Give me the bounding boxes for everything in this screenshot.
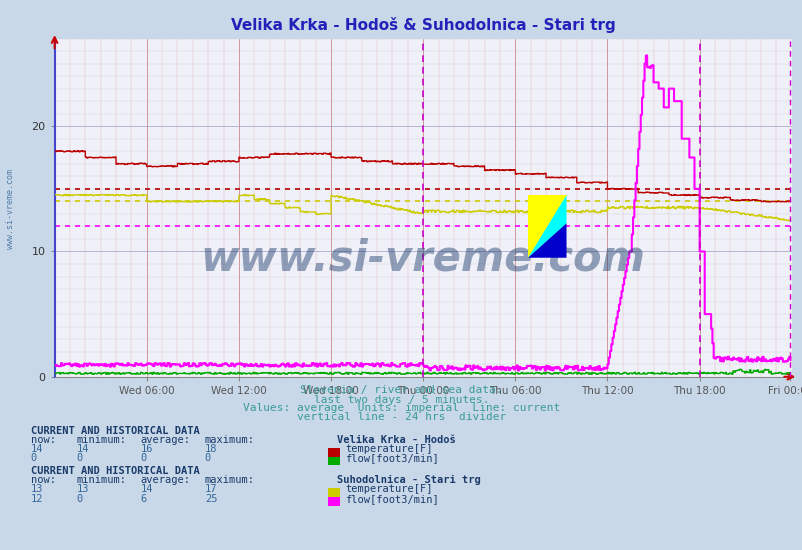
Text: 14: 14 xyxy=(30,444,43,454)
Text: Slovenia / river and sea data.: Slovenia / river and sea data. xyxy=(300,385,502,395)
Text: minimum:: minimum: xyxy=(76,475,126,485)
Text: 17: 17 xyxy=(205,484,217,494)
Polygon shape xyxy=(528,195,565,258)
Text: maximum:: maximum: xyxy=(205,475,254,485)
Text: flow[foot3/min]: flow[foot3/min] xyxy=(345,453,439,463)
Text: 12: 12 xyxy=(30,493,43,504)
Text: 18: 18 xyxy=(205,444,217,454)
Text: flow[foot3/min]: flow[foot3/min] xyxy=(345,493,439,504)
Text: now:: now: xyxy=(30,434,55,445)
Text: 0: 0 xyxy=(140,453,147,463)
Text: 0: 0 xyxy=(30,453,37,463)
Text: average:: average: xyxy=(140,475,190,485)
Polygon shape xyxy=(528,223,565,258)
Text: Velika Krka - Hodoš: Velika Krka - Hodoš xyxy=(337,434,456,445)
Text: average:: average: xyxy=(140,434,190,445)
Text: 0: 0 xyxy=(205,453,211,463)
Text: vertical line - 24 hrs  divider: vertical line - 24 hrs divider xyxy=(297,412,505,422)
Text: www.si-vreme.com: www.si-vreme.com xyxy=(200,238,645,279)
Text: Suhodolnica - Stari trg: Suhodolnica - Stari trg xyxy=(337,475,480,485)
Text: last two days / 5 minutes.: last two days / 5 minutes. xyxy=(314,394,488,405)
Text: Values: average  Units: imperial  Line: current: Values: average Units: imperial Line: cu… xyxy=(242,403,560,414)
Text: temperature[F]: temperature[F] xyxy=(345,444,432,454)
Text: 16: 16 xyxy=(140,444,153,454)
Text: temperature[F]: temperature[F] xyxy=(345,484,432,494)
Text: 14: 14 xyxy=(140,484,153,494)
Text: maximum:: maximum: xyxy=(205,434,254,445)
Title: Velika Krka - Hodoš & Suhodolnica - Stari trg: Velika Krka - Hodoš & Suhodolnica - Star… xyxy=(230,17,615,33)
Text: 0: 0 xyxy=(76,493,83,504)
Text: CURRENT AND HISTORICAL DATA: CURRENT AND HISTORICAL DATA xyxy=(30,466,199,476)
Polygon shape xyxy=(528,195,565,258)
Text: now:: now: xyxy=(30,475,55,485)
Text: 25: 25 xyxy=(205,493,217,504)
Text: CURRENT AND HISTORICAL DATA: CURRENT AND HISTORICAL DATA xyxy=(30,426,199,437)
Text: www.si-vreme.com: www.si-vreme.com xyxy=(6,169,15,249)
Text: 13: 13 xyxy=(30,484,43,494)
Text: 6: 6 xyxy=(140,493,147,504)
Text: 0: 0 xyxy=(76,453,83,463)
Text: minimum:: minimum: xyxy=(76,434,126,445)
Text: 14: 14 xyxy=(76,444,89,454)
Text: 13: 13 xyxy=(76,484,89,494)
